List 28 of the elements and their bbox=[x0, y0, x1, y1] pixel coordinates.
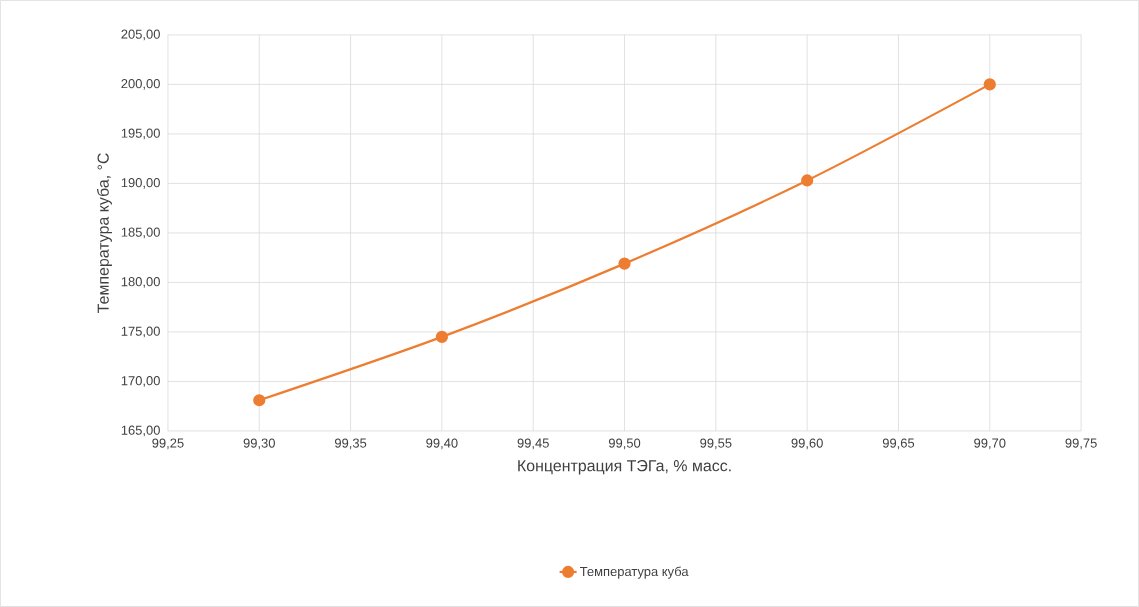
y-tick-label: 175,00 bbox=[121, 326, 160, 338]
y-tick-label: 205,00 bbox=[121, 29, 160, 41]
x-tick-label: 99,70 bbox=[974, 438, 1006, 450]
y-tick-label: 190,00 bbox=[121, 178, 160, 189]
y-tick-label: 180,00 bbox=[121, 277, 160, 288]
x-tick-label: 99,35 bbox=[334, 438, 367, 450]
y-tick-label: 200,00 bbox=[121, 79, 160, 90]
y-axis-title: Температура куба, °C bbox=[96, 153, 112, 313]
point bbox=[618, 257, 631, 270]
x-tick-label: 99,50 bbox=[608, 438, 641, 450]
x-tick-label: 99,40 bbox=[426, 438, 458, 450]
legend-label: Температура куба bbox=[580, 566, 689, 579]
y-tick-label: 165,00 bbox=[121, 425, 160, 437]
point bbox=[801, 174, 814, 187]
x-tick-label: 99,75 bbox=[1065, 438, 1097, 450]
point bbox=[983, 78, 996, 91]
point bbox=[435, 330, 448, 344]
x-tick-label: 99,45 bbox=[517, 438, 549, 450]
x-axis-title: Концентрация ТЭГа, % масс. bbox=[518, 460, 731, 475]
y-tick-label: 195,00 bbox=[121, 128, 160, 140]
x-tick-label: 99,55 bbox=[700, 438, 732, 450]
x-tick-label: 99,30 bbox=[243, 438, 275, 450]
y-tick-label: 185,00 bbox=[121, 227, 160, 239]
x-tick-label: 99,25 bbox=[152, 438, 184, 450]
point bbox=[253, 394, 266, 407]
x-tick-label: 99,65 bbox=[882, 438, 915, 450]
y-tick-label: 170,00 bbox=[121, 376, 160, 387]
x-tick-label: 99,60 bbox=[791, 438, 823, 450]
